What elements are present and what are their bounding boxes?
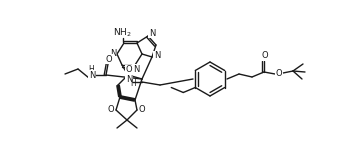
- Text: H: H: [130, 79, 136, 89]
- Text: N: N: [126, 76, 132, 84]
- Text: O: O: [106, 54, 112, 63]
- Text: N: N: [149, 29, 155, 38]
- Text: N: N: [154, 51, 160, 60]
- Text: O: O: [108, 105, 114, 114]
- Text: O: O: [262, 51, 268, 60]
- Text: N: N: [133, 65, 139, 73]
- Text: N: N: [110, 49, 116, 57]
- Text: O: O: [139, 105, 145, 114]
- Text: H: H: [88, 65, 94, 75]
- Text: N: N: [89, 70, 95, 79]
- Text: NH$_2$: NH$_2$: [113, 27, 131, 39]
- Text: O: O: [276, 68, 282, 78]
- Text: O: O: [126, 65, 132, 75]
